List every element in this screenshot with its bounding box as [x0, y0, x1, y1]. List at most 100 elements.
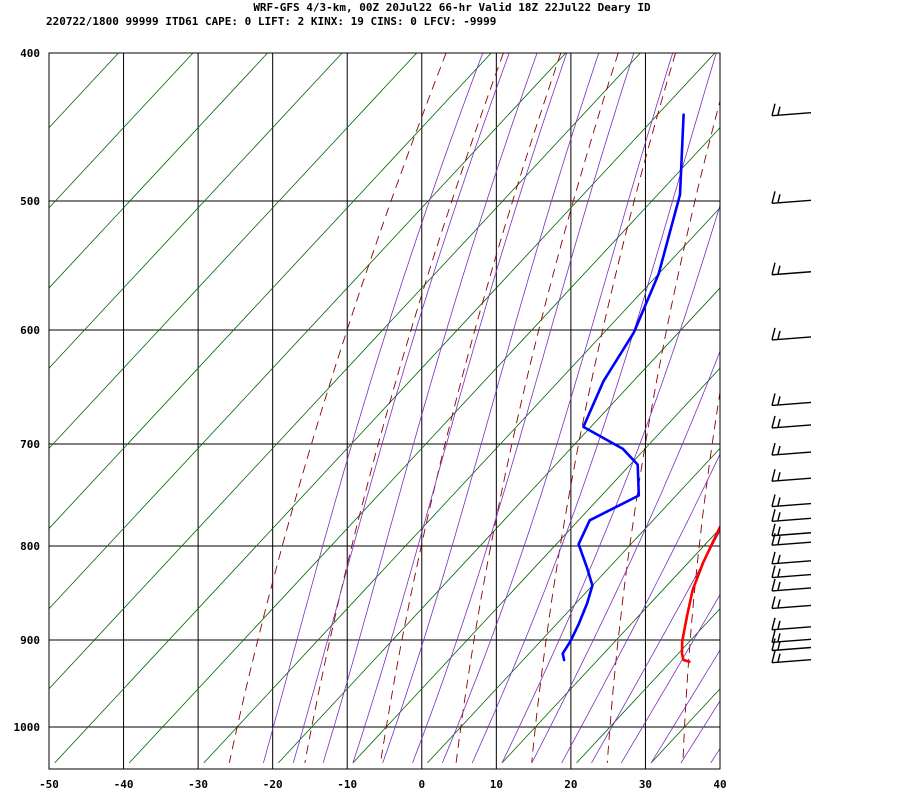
pressure-tick-label: 400 [20, 47, 40, 60]
temperature-tick-label: 40 [713, 778, 726, 791]
wind-barb [771, 103, 812, 117]
moist-adiabat-line [531, 350, 720, 764]
chart-title: WRF-GFS 4/3-km, 00Z 20Jul22 66-hr Valid … [253, 1, 651, 14]
wind-barb-flag [771, 509, 776, 522]
wind-barb-flag [777, 599, 781, 608]
isotherm-line [49, 53, 343, 369]
wind-barb-staff [771, 604, 812, 610]
wind-barb-flag [771, 523, 776, 536]
wind-barb-flag [777, 472, 781, 481]
moist-adiabat-line [322, 53, 538, 764]
moist-adiabats [263, 53, 720, 764]
wind-barb-flag [777, 265, 781, 274]
moist-adiabat-line [382, 53, 600, 764]
wind-barb-staff [771, 517, 812, 522]
isotherm-line [427, 447, 720, 764]
temperature-tick-label: -10 [337, 778, 357, 791]
wind-barb-staff [771, 560, 812, 565]
wind-barb-flag [771, 494, 776, 507]
wind-barb-flag [771, 533, 776, 546]
wind-barb-flag [771, 442, 776, 456]
wind-barb-flag [777, 568, 781, 577]
moist-adiabat-line [442, 53, 674, 764]
wind-barb-flag [777, 396, 781, 405]
wind-barb-flag [777, 512, 781, 521]
wind-barb [771, 638, 812, 652]
moist-adiabat-line [620, 593, 720, 764]
dry-adiabat-line [228, 53, 447, 763]
dry-adiabat-line [304, 53, 504, 763]
wind-barb-flag [771, 327, 776, 341]
wind-barb-staff [771, 401, 812, 407]
wind-barb-flag [777, 106, 781, 115]
isotherm-line [128, 127, 720, 764]
wind-barb [771, 617, 812, 631]
dry-adiabat-line [834, 53, 900, 763]
isotherm-line [278, 287, 720, 764]
wind-barb-flag [777, 653, 781, 662]
isotherm-line [49, 53, 194, 209]
wind-barb [771, 565, 812, 579]
moist-adiabat-line [352, 53, 568, 764]
isotherm-line [352, 367, 720, 764]
moist-adiabat-line [501, 204, 720, 764]
isotherm-line [49, 53, 492, 530]
dry-adiabat-line [606, 99, 720, 763]
dry-adiabat-line [759, 53, 848, 763]
moist-adiabat-line [591, 530, 720, 764]
isotherm-line [0, 53, 44, 763]
wind-barb-staff [771, 541, 812, 546]
wind-barb [771, 415, 812, 429]
pressure-tick-label: 600 [20, 324, 40, 337]
moist-adiabat-line [412, 53, 635, 764]
wind-barb-flag [777, 641, 781, 650]
isotherm-line [54, 53, 716, 764]
pressure-tick-label: 800 [20, 540, 40, 553]
temperature-tick-label: -50 [39, 778, 59, 791]
wind-barb [771, 578, 812, 592]
wind-barb-staff [771, 587, 812, 592]
isotherm-line [576, 608, 720, 764]
wind-barb-staff [771, 199, 812, 204]
temperature-tick-label: 20 [564, 778, 577, 791]
wind-barb-staff [771, 336, 812, 341]
moist-adiabat-line [561, 453, 720, 764]
wind-barb-flag [771, 415, 776, 429]
plot-frame [48, 52, 721, 770]
isotherm-line [49, 53, 417, 449]
wind-barb-flag [771, 617, 776, 630]
wind-barb-flag [771, 650, 776, 663]
wind-barb-staff [771, 451, 812, 456]
wind-barb-flag [771, 630, 776, 643]
wind-barb-staff [771, 424, 812, 429]
wind-barb-flag [777, 497, 781, 506]
wind-barb-flag [777, 330, 781, 340]
wind-barb-flag [777, 633, 781, 642]
isotherm-line [49, 53, 567, 610]
moist-adiabat-line [263, 53, 484, 764]
moist-adiabat-line [471, 53, 717, 764]
wind-barb-flag [777, 445, 781, 455]
isotherm-line [650, 688, 720, 764]
wind-barb-flag [771, 551, 776, 565]
wind-barb [771, 393, 812, 407]
moist-adiabat-line [650, 649, 720, 764]
temperature-tick-label: 10 [490, 778, 503, 791]
wind-barb-staff [771, 626, 812, 631]
skewed-isotherms [0, 53, 720, 764]
pressure-tick-label: 500 [20, 195, 40, 208]
wind-barb-flag [777, 536, 781, 545]
wind-barb-staff [771, 658, 812, 664]
wind-barb-staff [771, 112, 812, 117]
wind-barb-flag [777, 620, 781, 629]
wind-barb-staff [771, 477, 812, 482]
temperature-tick-label: -40 [114, 778, 134, 791]
wind-barb [771, 523, 812, 537]
temperature-tick-label: 0 [418, 778, 425, 791]
wind-barb-flag [777, 581, 781, 591]
wind-barb [771, 191, 812, 204]
dewpoint-profile-line [561, 113, 685, 662]
temperature-axis-labels: -50 -40 -30 -20 -10 0 10 20 30 40 [39, 778, 727, 791]
wind-barb-flag [771, 393, 776, 406]
